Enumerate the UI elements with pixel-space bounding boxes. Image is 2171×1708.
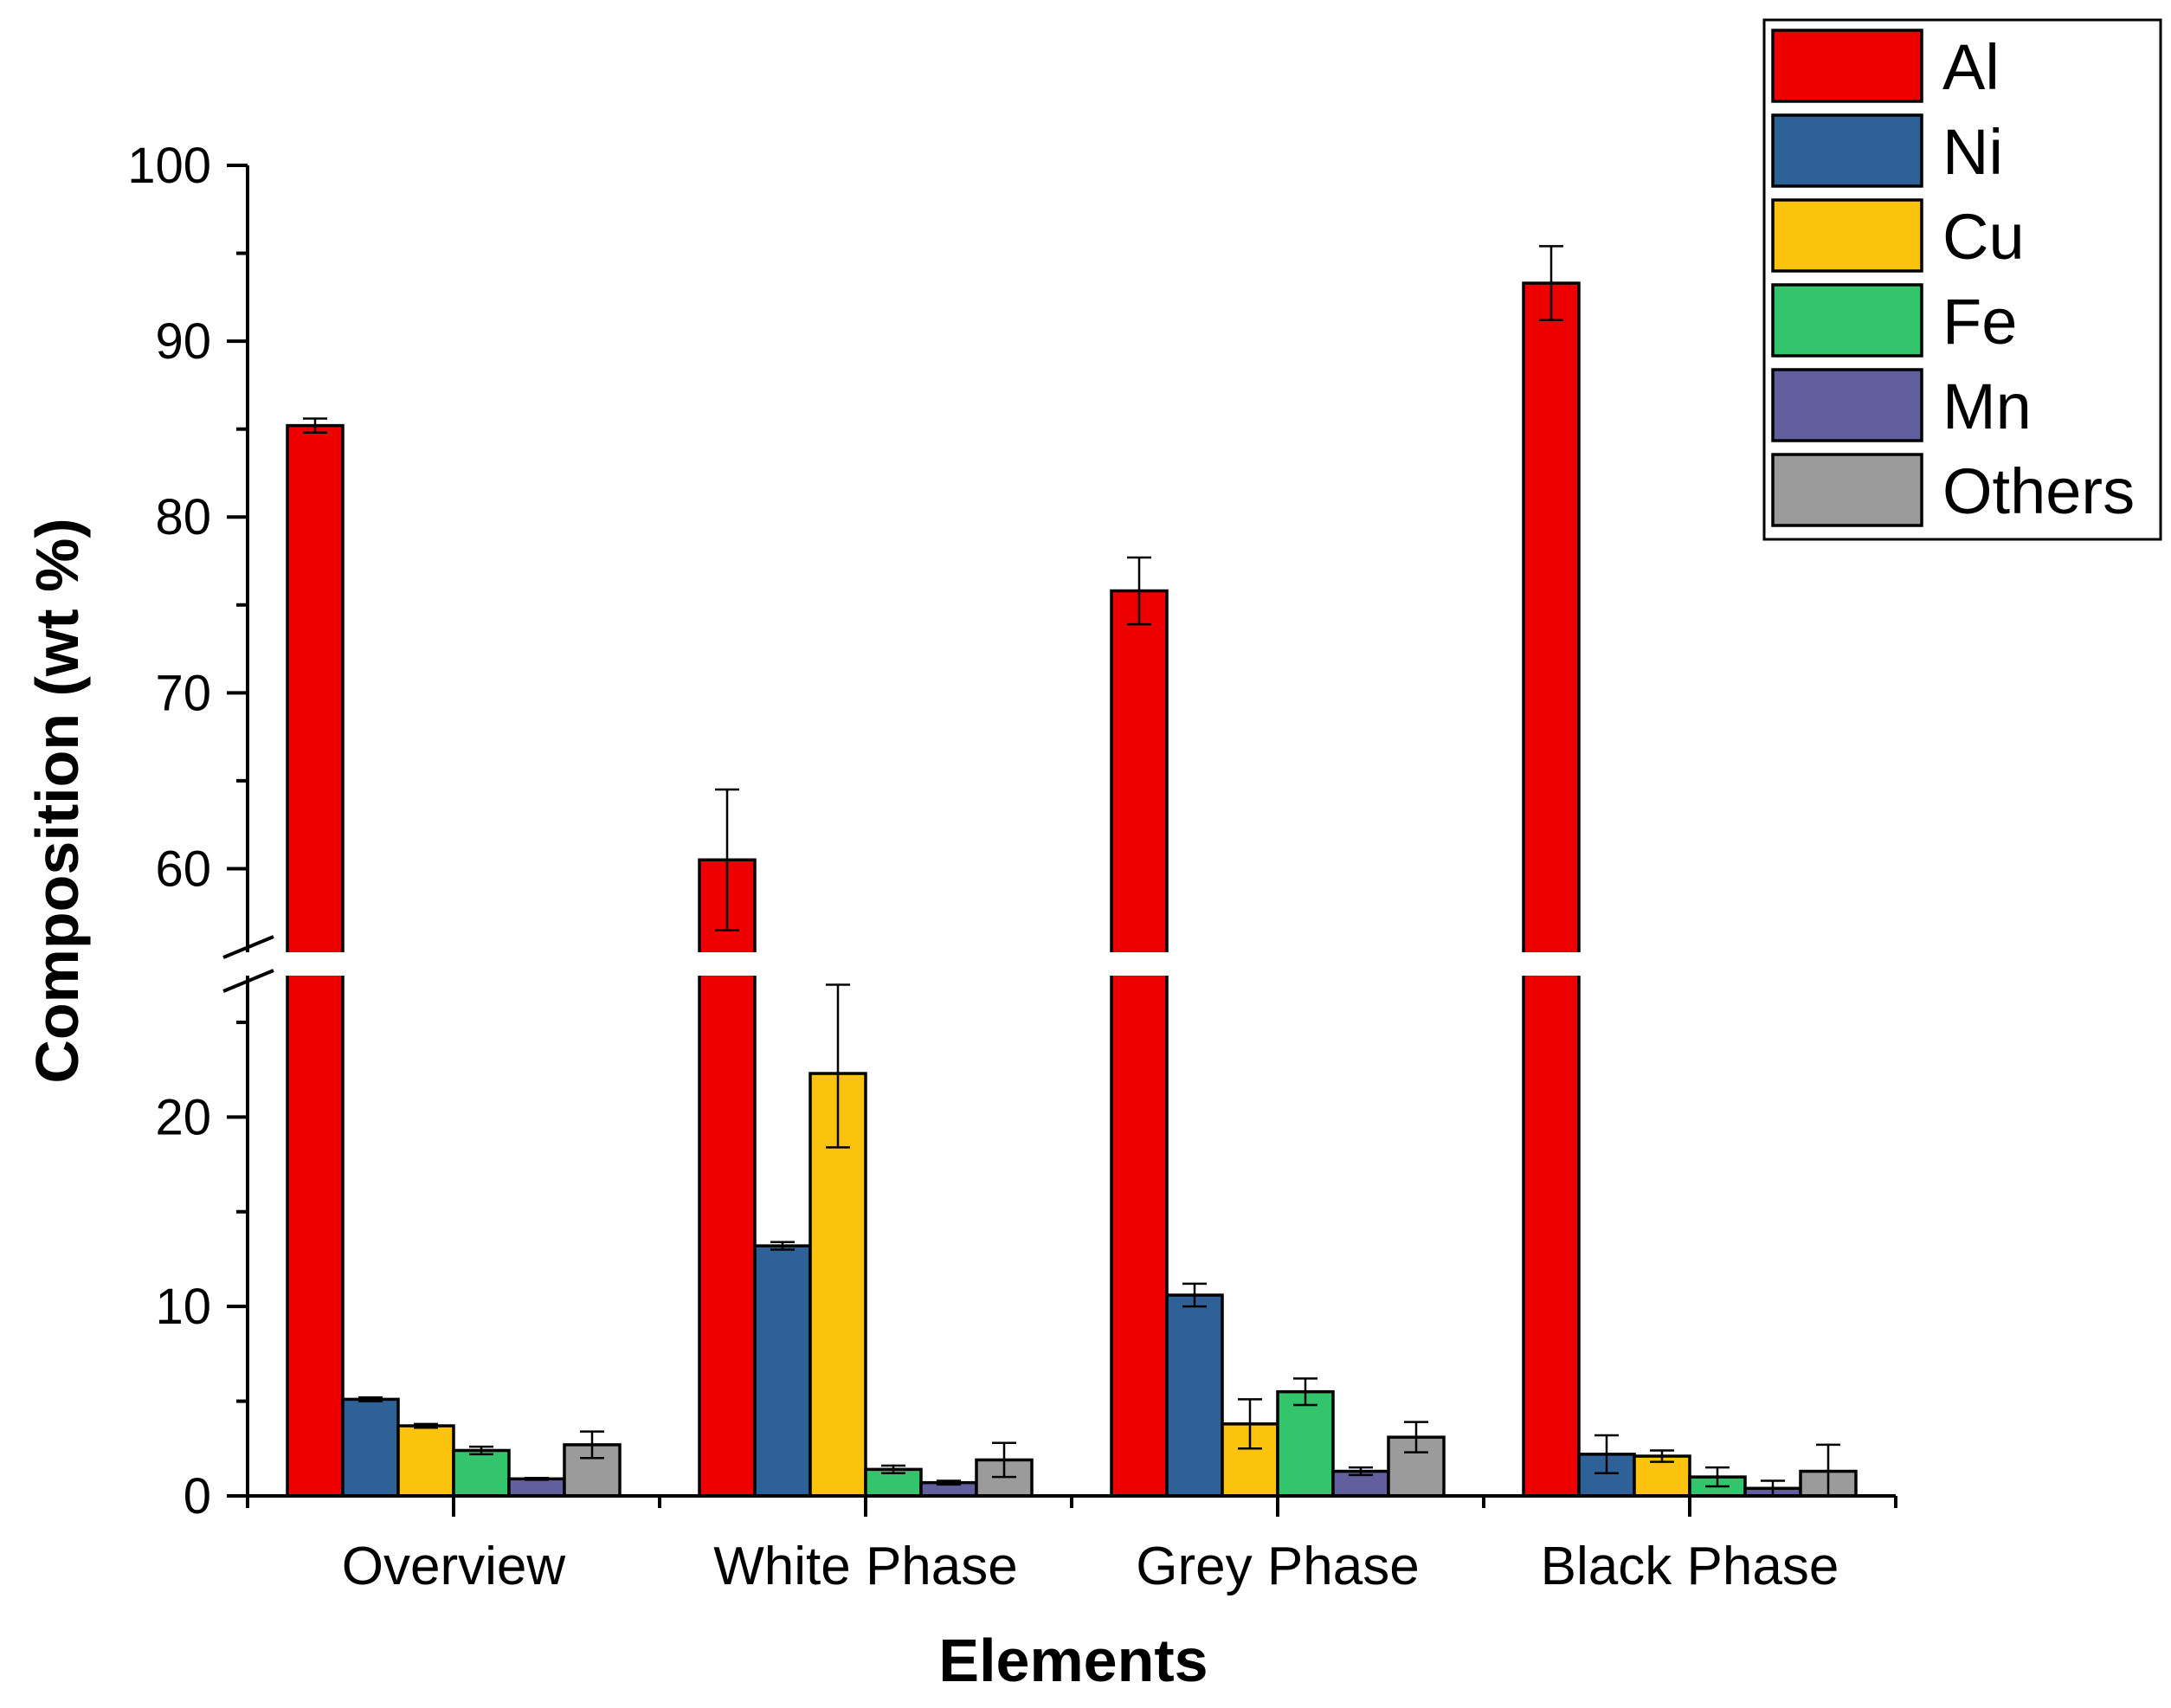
x-tick-label-grey-phase: Grey Phase — [1136, 1537, 1419, 1596]
error-bar-others-white-phase — [992, 1441, 1016, 1479]
bar-fe-grey-phase — [1276, 1389, 1335, 1498]
y-axis-title: Composition (wt %) — [23, 518, 91, 1083]
error-bar-al-white-phase — [715, 788, 739, 931]
bars-layer — [286, 281, 1858, 1498]
legend-swatch-fe — [1771, 283, 1923, 358]
y-tick-label-80: 80 — [155, 489, 211, 545]
bar-cu-white-phase — [808, 1072, 867, 1498]
x-tick-label-white-phase: White Phase — [713, 1537, 1018, 1596]
x-tick-label-black-phase: Black Phase — [1541, 1537, 1839, 1596]
error-bar-al-black-phase — [1539, 245, 1563, 321]
error-bar-ni-grey-phase — [1182, 1282, 1207, 1308]
legend-label-fe: Fe — [1942, 286, 2017, 358]
y-tick-label-20: 20 — [155, 1089, 211, 1145]
legend-label-cu: Cu — [1942, 201, 2025, 273]
legend-swatch-mn — [1771, 368, 1923, 442]
error-bar-cu-overview — [414, 1422, 438, 1429]
y-tick-label-90: 90 — [155, 313, 211, 370]
x-tick-label-overview: Overview — [342, 1537, 566, 1596]
legend-swatch-others — [1771, 453, 1923, 527]
legend-item-fe: Fe — [1771, 283, 2017, 358]
bar-cu-overview — [396, 1424, 455, 1498]
legend-frame — [1762, 18, 2162, 541]
error-bar-ni-black-phase — [1594, 1434, 1619, 1474]
error-bar-others-grey-phase — [1404, 1421, 1428, 1453]
legend-label-al: Al — [1942, 31, 2000, 103]
legend-label-mn: Mn — [1942, 371, 2032, 442]
error-bar-mn-grey-phase — [1349, 1466, 1373, 1477]
y-tick-label-100: 100 — [127, 138, 211, 194]
bar-al-grey-phase — [1110, 589, 1169, 1498]
y-tick-label-10: 10 — [155, 1279, 211, 1335]
labels-layer: Elements Composition (wt %) 0 10 20 60 70 80 9… — [23, 138, 1839, 1694]
error-bar-mn-white-phase — [937, 1479, 961, 1486]
error-bar-al-overview — [303, 417, 327, 434]
error-bar-al-grey-phase — [1127, 556, 1151, 626]
legend-item-cu: Cu — [1771, 198, 2025, 273]
error-bar-cu-white-phase — [826, 983, 850, 1149]
error-bar-ni-white-phase — [770, 1241, 795, 1251]
legend-item-others: Others — [1771, 453, 2135, 527]
bar-fe-overview — [452, 1448, 511, 1498]
legend: Al Ni Cu Fe Mn Others — [1762, 18, 2162, 541]
error-bar-fe-overview — [469, 1445, 493, 1456]
error-bar-ni-overview — [358, 1395, 383, 1402]
y-tick-label-70: 70 — [155, 665, 211, 721]
y-tick-label-60: 60 — [155, 841, 211, 897]
axes-layer — [227, 164, 1897, 1517]
bar-al-black-phase — [1522, 281, 1581, 1498]
legend-label-ni: Ni — [1942, 116, 2003, 188]
bar-mn-overview — [507, 1477, 566, 1498]
bar-ni-overview — [341, 1397, 400, 1498]
error-bars-layer — [303, 245, 1840, 1498]
axis-break-gap — [222, 952, 1922, 976]
error-bar-fe-grey-phase — [1293, 1377, 1317, 1407]
legend-item-al: Al — [1771, 29, 2000, 103]
legend-item-mn: Mn — [1771, 368, 2032, 442]
error-bar-cu-black-phase — [1650, 1449, 1674, 1463]
error-bar-fe-white-phase — [881, 1464, 905, 1474]
error-bar-cu-grey-phase — [1238, 1398, 1262, 1450]
error-bar-others-overview — [580, 1430, 604, 1460]
x-axis-title: Elements — [938, 1627, 1208, 1694]
bar-ni-white-phase — [753, 1244, 812, 1498]
legend-swatch-al — [1771, 29, 1923, 103]
legend-item-ni: Ni — [1771, 113, 2003, 188]
error-bar-mn-overview — [525, 1476, 549, 1481]
legend-swatch-cu — [1771, 198, 1923, 273]
bar-ni-grey-phase — [1165, 1293, 1224, 1498]
axis-break-layer — [222, 935, 1922, 993]
y-tick-label-0: 0 — [184, 1468, 211, 1524]
legend-swatch-ni — [1771, 113, 1923, 188]
error-bar-fe-black-phase — [1705, 1466, 1730, 1488]
legend-label-others: Others — [1942, 455, 2135, 527]
